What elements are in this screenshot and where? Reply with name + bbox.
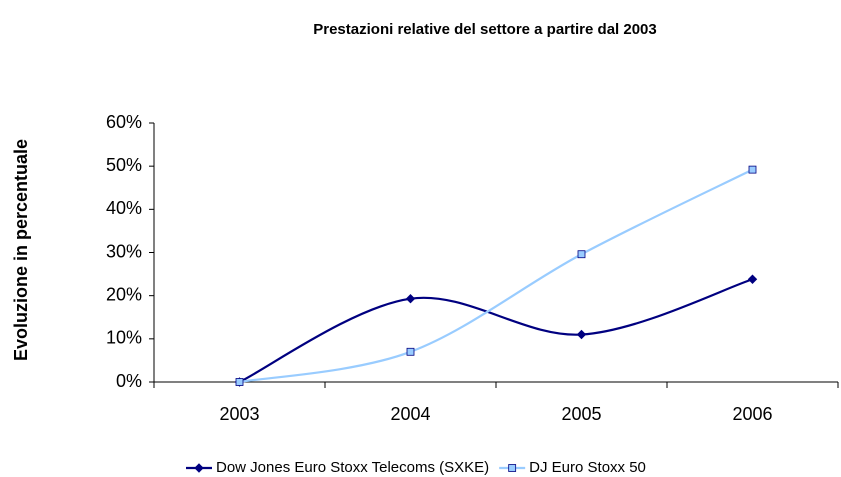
marker (747, 274, 758, 284)
y-tick-label: 0% (116, 371, 142, 391)
chart-title: Prestazioni relative del settore a parti… (313, 21, 657, 38)
marker (576, 329, 587, 340)
marker (508, 464, 517, 472)
y-tick-label: 50% (106, 155, 142, 175)
y-axis-label: Evoluzione in percentuale (11, 139, 31, 361)
x-tick-label: 2005 (561, 404, 601, 424)
y-tick-label: 30% (106, 241, 142, 261)
x-tick-label: 2003 (219, 404, 259, 424)
y-tick-label: 40% (106, 198, 142, 218)
legend-label: Dow Jones Euro Stoxx Telecoms (SXKE) (216, 459, 489, 476)
marker (406, 347, 415, 356)
marker (405, 293, 416, 304)
y-tick-label: 60% (106, 112, 142, 132)
y-tick-label: 20% (106, 284, 142, 304)
x-tick-label: 2004 (390, 404, 430, 424)
series-line (239, 278, 753, 383)
marker (235, 378, 244, 386)
x-tick-label: 2006 (732, 404, 772, 424)
series-line (239, 168, 753, 384)
marker (748, 165, 757, 174)
y-tick-label: 10% (106, 328, 142, 348)
legend-label: DJ Euro Stoxx 50 (529, 459, 646, 476)
marker (577, 250, 586, 259)
marker (194, 463, 204, 473)
